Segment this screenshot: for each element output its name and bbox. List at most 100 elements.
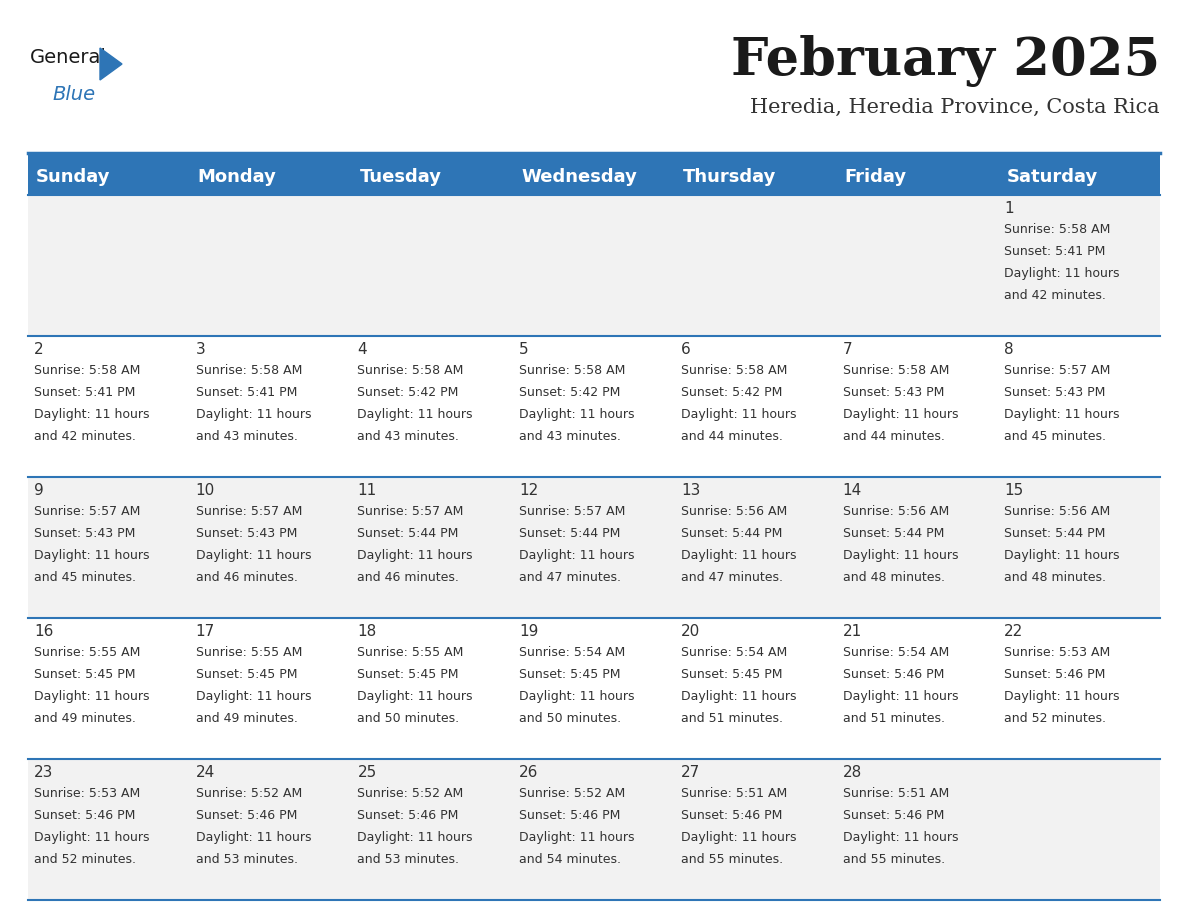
- Text: Daylight: 11 hours: Daylight: 11 hours: [1004, 267, 1120, 280]
- Bar: [29, 155, 190, 195]
- Text: 13: 13: [681, 483, 700, 498]
- Bar: [998, 336, 1159, 477]
- Text: Daylight: 11 hours: Daylight: 11 hours: [1004, 408, 1120, 421]
- Text: Sunrise: 5:54 AM: Sunrise: 5:54 AM: [519, 646, 625, 659]
- Bar: [352, 618, 513, 759]
- Bar: [513, 759, 675, 900]
- Text: Thursday: Thursday: [683, 168, 776, 186]
- Bar: [513, 477, 675, 618]
- Text: Sunset: 5:46 PM: Sunset: 5:46 PM: [34, 809, 135, 822]
- Text: Sunrise: 5:58 AM: Sunrise: 5:58 AM: [358, 364, 463, 377]
- Text: Sunset: 5:45 PM: Sunset: 5:45 PM: [196, 668, 297, 681]
- Text: Sunrise: 5:54 AM: Sunrise: 5:54 AM: [681, 646, 788, 659]
- Text: Sunrise: 5:57 AM: Sunrise: 5:57 AM: [1004, 364, 1111, 377]
- Text: Sunrise: 5:56 AM: Sunrise: 5:56 AM: [842, 505, 949, 518]
- Bar: [998, 195, 1159, 336]
- Text: Sunset: 5:45 PM: Sunset: 5:45 PM: [34, 668, 135, 681]
- Bar: [998, 759, 1159, 900]
- Text: Sunset: 5:41 PM: Sunset: 5:41 PM: [196, 386, 297, 399]
- Bar: [998, 155, 1159, 195]
- Text: Sunrise: 5:57 AM: Sunrise: 5:57 AM: [358, 505, 463, 518]
- Bar: [352, 155, 513, 195]
- Text: and 44 minutes.: and 44 minutes.: [842, 430, 944, 443]
- Text: Sunrise: 5:51 AM: Sunrise: 5:51 AM: [842, 787, 949, 800]
- Text: Sunset: 5:46 PM: Sunset: 5:46 PM: [842, 668, 944, 681]
- Bar: [675, 155, 836, 195]
- Text: 8: 8: [1004, 342, 1013, 357]
- Text: Tuesday: Tuesday: [360, 168, 442, 186]
- Bar: [675, 195, 836, 336]
- Text: 2: 2: [34, 342, 44, 357]
- Text: Daylight: 11 hours: Daylight: 11 hours: [196, 831, 311, 844]
- Text: and 49 minutes.: and 49 minutes.: [196, 712, 297, 725]
- Text: Sunrise: 5:52 AM: Sunrise: 5:52 AM: [358, 787, 463, 800]
- Text: 4: 4: [358, 342, 367, 357]
- Text: Daylight: 11 hours: Daylight: 11 hours: [519, 690, 634, 703]
- Text: and 48 minutes.: and 48 minutes.: [842, 571, 944, 584]
- Text: Sunrise: 5:53 AM: Sunrise: 5:53 AM: [1004, 646, 1111, 659]
- Text: and 48 minutes.: and 48 minutes.: [1004, 571, 1106, 584]
- Text: and 50 minutes.: and 50 minutes.: [519, 712, 621, 725]
- Bar: [190, 336, 352, 477]
- Text: Sunset: 5:46 PM: Sunset: 5:46 PM: [519, 809, 620, 822]
- Text: Sunset: 5:45 PM: Sunset: 5:45 PM: [358, 668, 459, 681]
- Text: Sunset: 5:43 PM: Sunset: 5:43 PM: [196, 527, 297, 540]
- Bar: [836, 195, 998, 336]
- Bar: [836, 618, 998, 759]
- Text: 26: 26: [519, 765, 538, 780]
- Text: Daylight: 11 hours: Daylight: 11 hours: [681, 408, 796, 421]
- Text: Sunrise: 5:57 AM: Sunrise: 5:57 AM: [34, 505, 140, 518]
- Bar: [29, 195, 190, 336]
- Text: 17: 17: [196, 624, 215, 639]
- Text: Daylight: 11 hours: Daylight: 11 hours: [34, 408, 150, 421]
- Text: Daylight: 11 hours: Daylight: 11 hours: [1004, 549, 1120, 562]
- Text: and 44 minutes.: and 44 minutes.: [681, 430, 783, 443]
- Text: Sunset: 5:44 PM: Sunset: 5:44 PM: [842, 527, 944, 540]
- Text: Daylight: 11 hours: Daylight: 11 hours: [196, 690, 311, 703]
- Text: and 43 minutes.: and 43 minutes.: [358, 430, 460, 443]
- Text: Sunrise: 5:56 AM: Sunrise: 5:56 AM: [1004, 505, 1111, 518]
- Text: 3: 3: [196, 342, 206, 357]
- Bar: [190, 195, 352, 336]
- Bar: [513, 336, 675, 477]
- Bar: [513, 155, 675, 195]
- Text: 22: 22: [1004, 624, 1024, 639]
- Text: Blue: Blue: [52, 85, 95, 104]
- Text: and 52 minutes.: and 52 minutes.: [1004, 712, 1106, 725]
- Bar: [836, 155, 998, 195]
- Text: Sunrise: 5:58 AM: Sunrise: 5:58 AM: [34, 364, 140, 377]
- Text: Sunday: Sunday: [36, 168, 110, 186]
- Text: Daylight: 11 hours: Daylight: 11 hours: [358, 549, 473, 562]
- Text: and 42 minutes.: and 42 minutes.: [1004, 289, 1106, 302]
- Bar: [352, 759, 513, 900]
- Bar: [190, 477, 352, 618]
- Text: Sunrise: 5:52 AM: Sunrise: 5:52 AM: [519, 787, 625, 800]
- Text: Sunset: 5:46 PM: Sunset: 5:46 PM: [842, 809, 944, 822]
- Text: General: General: [30, 48, 107, 67]
- Text: 10: 10: [196, 483, 215, 498]
- Text: Sunrise: 5:57 AM: Sunrise: 5:57 AM: [519, 505, 626, 518]
- Text: 11: 11: [358, 483, 377, 498]
- Bar: [513, 618, 675, 759]
- Text: Daylight: 11 hours: Daylight: 11 hours: [1004, 690, 1120, 703]
- Text: Daylight: 11 hours: Daylight: 11 hours: [358, 690, 473, 703]
- Text: Sunset: 5:46 PM: Sunset: 5:46 PM: [681, 809, 782, 822]
- Text: Daylight: 11 hours: Daylight: 11 hours: [196, 549, 311, 562]
- Text: Daylight: 11 hours: Daylight: 11 hours: [842, 408, 958, 421]
- Text: Sunset: 5:42 PM: Sunset: 5:42 PM: [681, 386, 782, 399]
- Text: and 45 minutes.: and 45 minutes.: [1004, 430, 1106, 443]
- Text: and 43 minutes.: and 43 minutes.: [196, 430, 297, 443]
- Text: Daylight: 11 hours: Daylight: 11 hours: [34, 549, 150, 562]
- Text: 14: 14: [842, 483, 861, 498]
- Text: and 46 minutes.: and 46 minutes.: [196, 571, 297, 584]
- Text: Sunrise: 5:56 AM: Sunrise: 5:56 AM: [681, 505, 788, 518]
- Text: and 49 minutes.: and 49 minutes.: [34, 712, 135, 725]
- Text: Daylight: 11 hours: Daylight: 11 hours: [358, 831, 473, 844]
- Bar: [29, 477, 190, 618]
- Text: Sunset: 5:45 PM: Sunset: 5:45 PM: [681, 668, 783, 681]
- Text: Sunset: 5:46 PM: Sunset: 5:46 PM: [358, 809, 459, 822]
- Text: Sunset: 5:46 PM: Sunset: 5:46 PM: [196, 809, 297, 822]
- Text: 24: 24: [196, 765, 215, 780]
- Text: Daylight: 11 hours: Daylight: 11 hours: [34, 831, 150, 844]
- Text: Daylight: 11 hours: Daylight: 11 hours: [34, 690, 150, 703]
